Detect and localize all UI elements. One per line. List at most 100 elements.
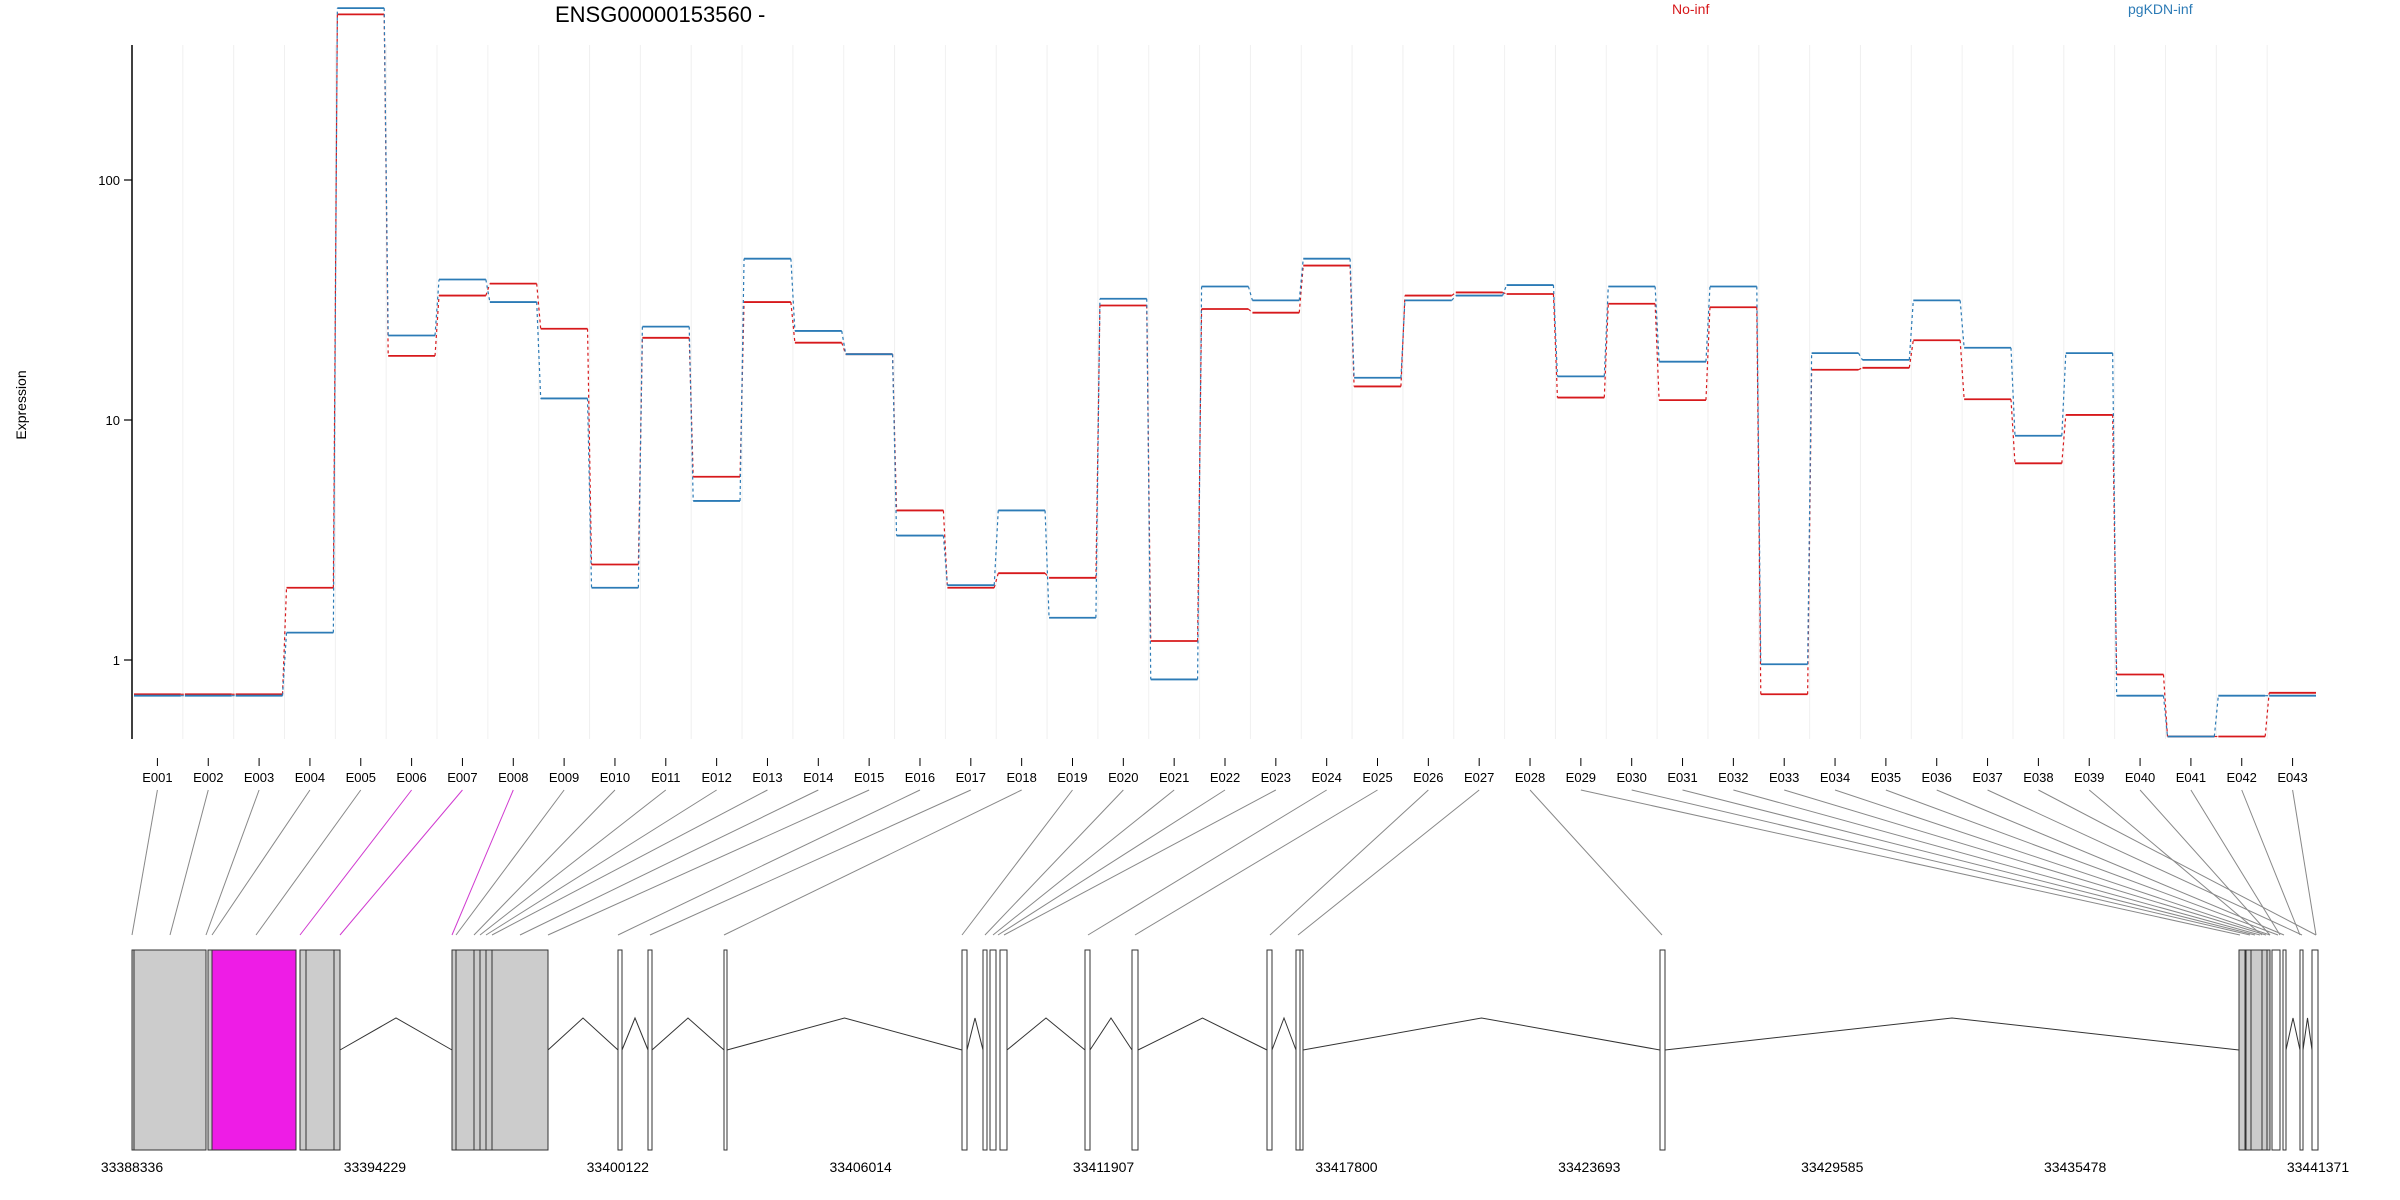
exon-box <box>1131 949 1139 1151</box>
y-tick-label: 100 <box>98 173 120 188</box>
genomic-tick-label: 33406014 <box>830 1159 893 1175</box>
exon-box <box>1659 949 1666 1151</box>
x-tick-label: E010 <box>600 770 630 785</box>
x-tick-label: E032 <box>1718 770 1748 785</box>
exon-connector <box>1885 789 2279 936</box>
x-tick-label: E030 <box>1617 770 1647 785</box>
series-join <box>1298 258 1304 301</box>
exon-box <box>1266 949 1273 1151</box>
series-join <box>1959 340 1965 400</box>
exon-connector <box>169 789 209 936</box>
x-tick-label: E021 <box>1159 770 1189 785</box>
exon-connector <box>723 789 1022 936</box>
highlighted-exon <box>211 949 297 1151</box>
exon-box <box>299 949 307 1151</box>
exon-box <box>1084 949 1091 1151</box>
series-join <box>739 258 745 501</box>
series-join <box>1705 286 1711 362</box>
x-tick-label: E037 <box>1972 770 2002 785</box>
x-tick-label: E035 <box>1871 770 1901 785</box>
series-join <box>332 8 338 633</box>
x-tick-label: E009 <box>549 770 579 785</box>
series-join <box>1908 300 1914 360</box>
exon-box <box>2299 949 2304 1151</box>
exon-connector <box>649 789 972 936</box>
exon-box <box>982 949 988 1151</box>
intron-arc <box>966 1017 984 1051</box>
exon-connector <box>2038 789 2317 936</box>
exon-connector <box>131 789 158 936</box>
exon-box <box>133 949 207 1151</box>
legend-pgkdn-inf: pgKDN-inf <box>2128 1 2193 17</box>
x-tick-label: E015 <box>854 770 884 785</box>
genomic-tick-label: 33411907 <box>1073 1159 1134 1175</box>
x-tick-label: E019 <box>1057 770 1087 785</box>
exon-connector <box>1834 789 2271 936</box>
series-join <box>2010 347 2016 436</box>
x-tick-label: E042 <box>2227 770 2257 785</box>
intron-arc <box>2285 1017 2301 1051</box>
legend-no-inf: No-inf <box>1672 1 1709 17</box>
series-join <box>1298 265 1304 313</box>
x-tick-label: E026 <box>1413 770 1443 785</box>
x-tick-label: E041 <box>2176 770 2206 785</box>
exon-connector <box>1134 789 1378 936</box>
series-join <box>536 283 542 329</box>
genomic-tick-label: 33394229 <box>344 1159 407 1175</box>
series-join <box>434 295 440 356</box>
exon-connector <box>473 789 616 936</box>
series-join <box>1349 258 1355 378</box>
exon-box <box>1299 949 1304 1151</box>
exon-box <box>989 949 997 1151</box>
exon-box <box>2271 949 2281 1151</box>
series-join <box>2061 353 2067 436</box>
intron-arc <box>1302 1017 1661 1051</box>
exon-connector <box>1003 789 1277 936</box>
intron-arc <box>1089 1017 1133 1051</box>
exon-connector <box>479 789 667 936</box>
exon-connector <box>1733 789 2261 936</box>
series-join <box>281 632 288 696</box>
exon-connector <box>1784 789 2267 936</box>
x-tick-label: E017 <box>956 770 986 785</box>
x-tick-label: E038 <box>2023 770 2053 785</box>
exon-box <box>617 949 623 1151</box>
x-tick-label: E031 <box>1667 770 1697 785</box>
exon-connector <box>491 789 768 936</box>
series-lines <box>134 7 2316 738</box>
exon-connector <box>992 789 1175 936</box>
x-tick-label: E033 <box>1769 770 1799 785</box>
exon-connector <box>2190 789 2281 936</box>
exon-connector <box>519 789 819 936</box>
series-join <box>485 283 491 296</box>
genomic-tick-label: 33429585 <box>1801 1159 1864 1175</box>
y-axis-ticks: 1 10 100 <box>98 173 132 668</box>
series-join <box>942 510 948 588</box>
x-tick-label: E029 <box>1566 770 1596 785</box>
exon-box <box>2261 949 2268 1151</box>
series-join <box>2162 674 2169 737</box>
exon-box <box>2245 949 2252 1151</box>
x-tick-label: E013 <box>752 770 782 785</box>
exon-connector <box>455 789 565 936</box>
y-axis-label: Expression <box>13 370 29 439</box>
series-join <box>1654 303 1660 401</box>
intron-arc <box>2302 1017 2313 1051</box>
series-join <box>1908 340 1914 368</box>
exon-box <box>2266 949 2271 1151</box>
exon-connector <box>1580 789 2241 936</box>
series-join <box>1451 291 1457 297</box>
exon-box <box>2250 949 2263 1151</box>
x-tick-label: E018 <box>1006 770 1036 785</box>
intron-arc <box>1271 1016 1297 1051</box>
x-tick-label: E022 <box>1210 770 1240 785</box>
x-axis-exon-labels: E001 E002 E003 E004 E005 E006 E007 E008 E009 E010… <box>142 758 2308 785</box>
exon-box <box>1295 949 1301 1151</box>
exon-connector <box>451 789 514 936</box>
series-join <box>1247 286 1253 301</box>
exon-connector <box>1529 789 1663 936</box>
series-join <box>1756 286 1762 665</box>
exon-connector <box>1269 789 1429 936</box>
genomic-tick-label: 33423693 <box>1558 1159 1621 1175</box>
